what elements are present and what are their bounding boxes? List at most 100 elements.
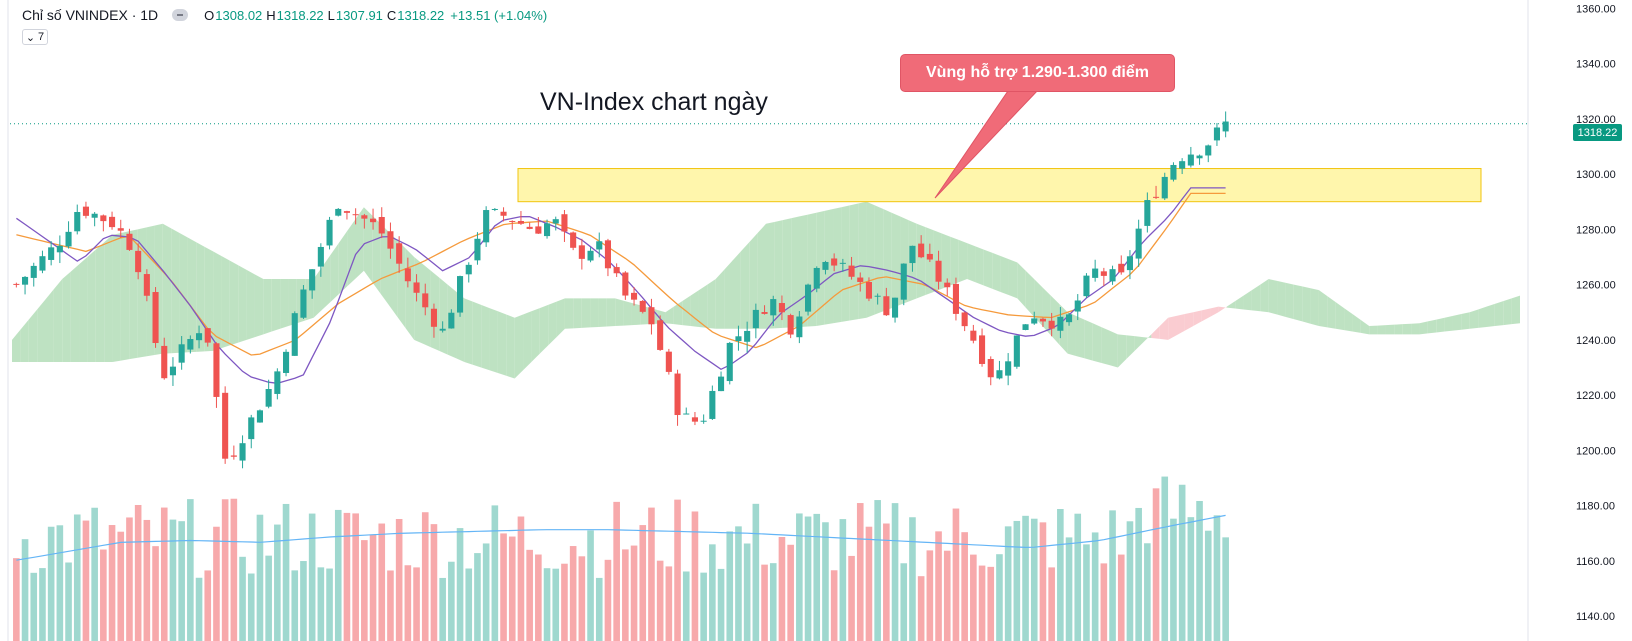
ichimoku-cloud-segment xyxy=(732,251,741,329)
candle-body xyxy=(1144,200,1151,226)
ichimoku-cloud-segment xyxy=(556,298,565,338)
volume-bar xyxy=(134,504,142,641)
ichimoku-cloud-segment xyxy=(1000,256,1009,296)
candle-body xyxy=(448,312,455,329)
candle-body xyxy=(1083,275,1090,297)
y-tick-label: 1360.00 xyxy=(1576,3,1616,15)
volume-bar xyxy=(717,568,725,641)
volume-bar xyxy=(56,525,64,641)
candle-body xyxy=(309,269,316,291)
indicator-collapse-button[interactable]: ⌄ 7 xyxy=(22,29,48,45)
high-value: 1318.22 xyxy=(276,7,324,23)
candle-body xyxy=(744,330,751,342)
ichimoku-cloud-segment xyxy=(1218,306,1227,313)
candle-body xyxy=(361,215,368,219)
ichimoku-cloud-segment xyxy=(1344,308,1353,332)
volume-bar xyxy=(1083,544,1090,641)
ichimoku-cloud-segment xyxy=(631,303,641,326)
volume-bar xyxy=(1022,515,1029,641)
candle-body xyxy=(1196,155,1203,159)
candle-body xyxy=(396,243,403,264)
candle-body xyxy=(718,376,725,392)
ichimoku-cloud-segment xyxy=(405,248,415,340)
ichimoku-cloud-segment xyxy=(213,251,222,351)
volume-bar xyxy=(1196,500,1203,641)
ichimoku-cloud-segment xyxy=(1327,296,1336,329)
ichimoku-cloud-segment xyxy=(824,209,834,325)
candle-body xyxy=(22,276,29,285)
volume-bar xyxy=(709,544,716,641)
candle-body xyxy=(883,296,890,316)
ichimoku-cloud-segment xyxy=(464,298,473,365)
candle-body xyxy=(544,223,551,237)
candle-body xyxy=(735,336,742,342)
volume-bar xyxy=(535,554,542,641)
candle-body xyxy=(196,333,203,341)
eye-icon[interactable] xyxy=(172,9,189,21)
candle-body xyxy=(126,233,133,250)
ichimoku-cloud-segment xyxy=(87,249,96,362)
symbol-label[interactable]: Chỉ số VNINDEX · 1D xyxy=(22,7,159,23)
candle-body xyxy=(526,226,533,229)
volume-bar xyxy=(1074,513,1082,641)
volume-bar xyxy=(1213,515,1221,641)
volume-bar xyxy=(152,546,159,641)
ichimoku-cloud-segment xyxy=(1369,325,1378,335)
volume-bar xyxy=(648,507,655,641)
volume-bar xyxy=(848,555,855,641)
ichimoku-cloud-segment xyxy=(12,329,21,362)
candle-body xyxy=(1118,263,1125,273)
y-tick-label: 1300.00 xyxy=(1576,169,1616,181)
candle-body xyxy=(143,274,150,296)
ichimoku-cloud-segment xyxy=(833,207,842,324)
candle-body xyxy=(39,256,46,271)
ichimoku-cloud-segment xyxy=(1243,290,1252,311)
candle-body xyxy=(422,293,429,308)
candle-body xyxy=(204,328,211,343)
volume-bar xyxy=(169,519,177,641)
candle-body xyxy=(1153,196,1160,198)
volume-bar xyxy=(743,543,751,641)
candle-body xyxy=(300,289,307,318)
volume-bar xyxy=(935,531,942,641)
ichimoku-cloud-segment xyxy=(1251,284,1261,312)
ichimoku-cloud-segment xyxy=(497,311,507,376)
volume-bar xyxy=(230,498,238,641)
ichimoku-cloud-segment xyxy=(1101,326,1110,366)
volume-bar xyxy=(569,546,577,641)
candle-body xyxy=(1161,176,1168,199)
volume-bar xyxy=(665,566,673,641)
ichimoku-cloud-segment xyxy=(313,267,322,318)
volume-bar xyxy=(604,559,612,641)
volume-bar xyxy=(39,568,46,641)
candle-body xyxy=(561,214,568,232)
ichimoku-cloud-segment xyxy=(523,311,532,371)
volume-bar xyxy=(508,536,516,641)
candle-body xyxy=(944,282,951,288)
volume-bar xyxy=(1152,488,1160,641)
ichimoku-cloud-segment xyxy=(489,308,498,373)
volume-bar xyxy=(682,571,690,641)
volume-bar xyxy=(1170,518,1177,641)
y-tick-label: 1140.00 xyxy=(1576,611,1615,623)
volume-bar xyxy=(735,526,742,641)
y-tick-label: 1200.00 xyxy=(1576,445,1616,457)
candle-body xyxy=(1187,154,1194,166)
ichimoku-cloud-segment xyxy=(1427,319,1437,334)
candle-body xyxy=(648,307,655,325)
change-value: +13.51 (+1.04%) xyxy=(450,7,548,23)
candle-body xyxy=(657,320,664,350)
volume-bar xyxy=(13,558,20,641)
ichimoku-cloud-segment xyxy=(782,218,792,328)
candle-body xyxy=(1205,145,1212,156)
ichimoku-cloud-segment xyxy=(1034,279,1043,327)
ichimoku-cloud-segment xyxy=(1184,312,1194,331)
candle-body xyxy=(517,220,524,224)
candle-body xyxy=(752,309,759,329)
volume-bar xyxy=(491,505,499,641)
y-tick-label: 1220.00 xyxy=(1576,390,1616,402)
ichimoku-cloud-segment xyxy=(992,252,1001,292)
last-price-tag: 1318.22 xyxy=(1573,124,1622,141)
